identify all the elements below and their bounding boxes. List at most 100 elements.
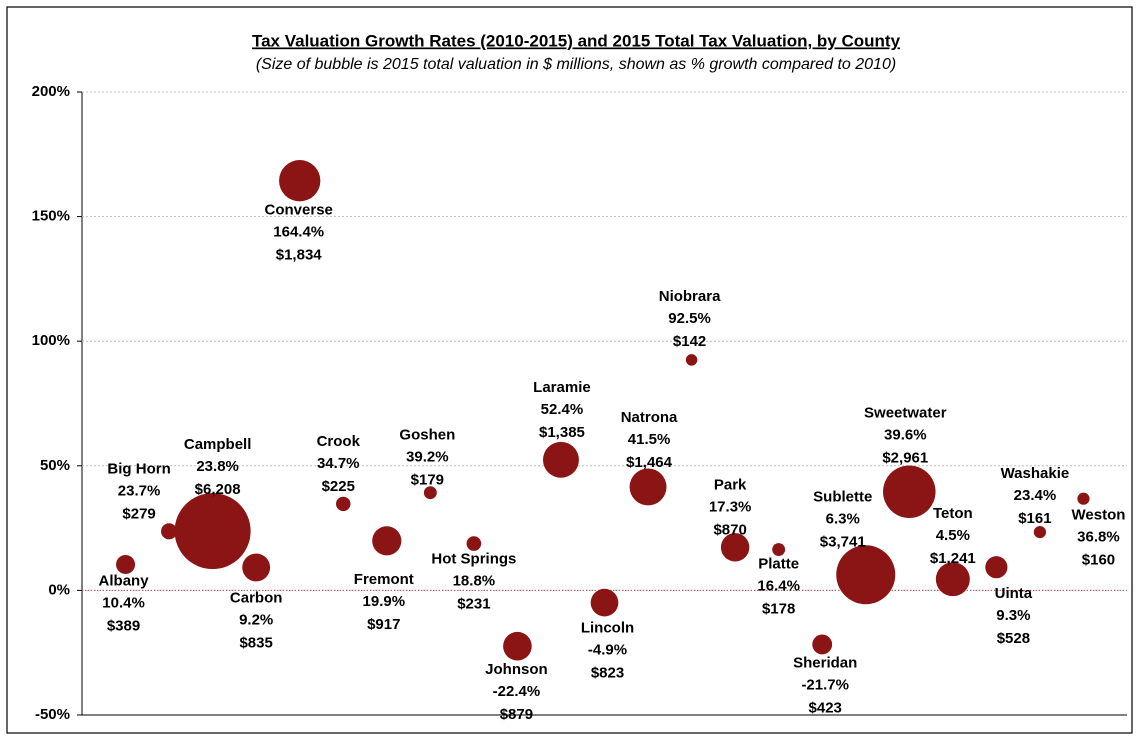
county-label: Washakie [1001, 465, 1070, 482]
county-label: Weston [1072, 507, 1126, 524]
bubble [812, 634, 833, 655]
bubble [503, 631, 532, 661]
growth-label: 39.2% [406, 449, 449, 466]
valuation-label: $225 [322, 478, 355, 495]
growth-label: 34.7% [317, 455, 360, 472]
growth-label: 17.3% [709, 498, 752, 515]
valuation-label: $231 [457, 596, 490, 613]
growth-label: 23.4% [1014, 487, 1057, 504]
growth-label: 10.4% [102, 594, 145, 611]
bubble [883, 465, 936, 518]
county-label: Lincoln [581, 620, 634, 637]
growth-label: 23.8% [196, 458, 239, 475]
bubble [279, 160, 321, 202]
valuation-label: $161 [1018, 510, 1051, 527]
valuation-label: $1,464 [626, 454, 673, 471]
growth-label: 6.3% [826, 511, 860, 528]
bubble [466, 536, 482, 551]
bubble [242, 553, 271, 582]
growth-label: 18.8% [453, 573, 496, 590]
growth-label: 36.8% [1077, 529, 1120, 546]
county-label: Campbell [184, 436, 252, 453]
bubble [174, 493, 251, 570]
county-label: Big Horn [107, 460, 170, 477]
valuation-label: $160 [1082, 552, 1115, 569]
y-tick-label: 200% [32, 83, 70, 100]
bubble [372, 526, 402, 556]
county-label: Niobrara [659, 288, 721, 305]
growth-label: 39.6% [884, 427, 927, 444]
valuation-label: $2,961 [882, 450, 928, 467]
y-tick-label: 150% [32, 208, 70, 225]
county-label: Fremont [354, 571, 414, 588]
bubble [935, 562, 970, 597]
growth-label: 19.9% [363, 593, 406, 610]
growth-label: 9.2% [239, 611, 273, 628]
y-tick-label: 100% [32, 332, 70, 349]
y-tick-label: 0% [48, 581, 70, 598]
bubble [590, 588, 619, 617]
valuation-label: $917 [367, 616, 400, 633]
valuation-label: $179 [411, 472, 444, 489]
growth-label: 4.5% [936, 527, 970, 544]
county-label: Crook [317, 433, 361, 450]
county-label: Goshen [399, 427, 455, 444]
valuation-label: $3,741 [820, 534, 866, 551]
county-label: Carbon [230, 589, 283, 606]
bubble [1033, 525, 1047, 539]
growth-label: 52.4% [541, 401, 584, 418]
valuation-label: $6,208 [195, 481, 241, 498]
chart-border [6, 6, 1133, 734]
county-label: Hot Springs [431, 551, 516, 568]
bubble [985, 556, 1008, 579]
valuation-label: $1,834 [276, 247, 323, 264]
county-label: Sweetwater [864, 405, 947, 422]
valuation-label: $142 [673, 333, 706, 350]
county-label: Sublette [813, 489, 872, 506]
growth-label: 41.5% [628, 431, 671, 448]
chart-subtitle: (Size of bubble is 2015 total valuation … [256, 56, 896, 73]
valuation-label: $178 [762, 600, 795, 617]
valuation-label: $823 [591, 665, 624, 682]
county-label: Park [714, 476, 747, 493]
county-label: Sheridan [793, 654, 857, 671]
bubble [685, 354, 698, 366]
county-label: Laramie [533, 379, 591, 396]
county-label: Teton [933, 505, 973, 522]
bubble [161, 523, 178, 540]
growth-label: 92.5% [668, 310, 711, 327]
valuation-label: $279 [122, 505, 155, 522]
valuation-label: $423 [809, 699, 842, 716]
county-label: Platte [758, 555, 799, 572]
valuation-label: $1,385 [539, 424, 585, 441]
bubble [720, 533, 750, 562]
bubble [836, 545, 896, 605]
bubble [116, 554, 136, 574]
growth-label: 9.3% [996, 607, 1030, 624]
growth-label: -22.4% [493, 683, 541, 700]
valuation-label: $389 [107, 617, 140, 634]
growth-label: 164.4% [273, 224, 324, 241]
growth-label: 23.7% [118, 482, 161, 499]
valuation-label: $528 [997, 630, 1030, 647]
valuation-label: $870 [713, 521, 746, 538]
bubble [336, 496, 351, 512]
bubble [1077, 492, 1090, 505]
growth-label: -21.7% [801, 676, 849, 693]
county-label: Converse [265, 202, 333, 219]
bubble [629, 468, 667, 506]
county-label: Natrona [621, 409, 678, 426]
county-label: Albany [99, 572, 150, 589]
county-label: Uinta [995, 585, 1033, 602]
valuation-label: $879 [500, 706, 533, 723]
county-label: Johnson [485, 661, 548, 678]
bubble [423, 486, 437, 500]
growth-label: -4.9% [588, 642, 627, 659]
chart-title: Tax Valuation Growth Rates (2010-2015) a… [252, 31, 901, 50]
y-tick-label: 50% [40, 457, 70, 474]
bubble [543, 441, 579, 478]
y-tick-label: -50% [35, 706, 70, 723]
valuation-label: $835 [239, 634, 272, 651]
